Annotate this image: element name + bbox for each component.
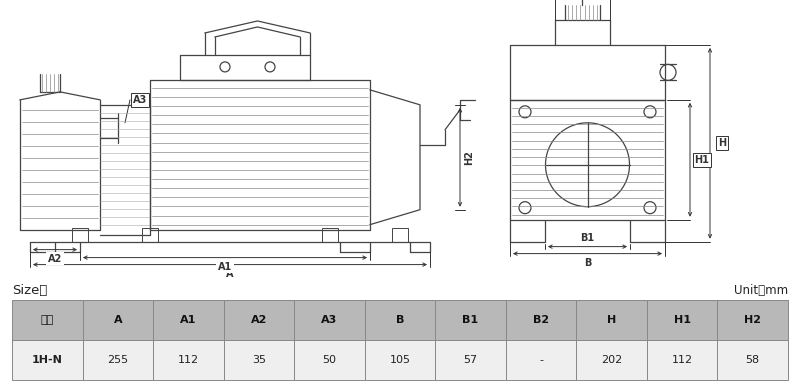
Bar [718, 300, 788, 340]
Text: Size：: Size： [12, 284, 47, 297]
Text: H2: H2 [464, 150, 474, 165]
Text: A2: A2 [250, 315, 267, 325]
Bar [12, 300, 82, 340]
Bar [576, 300, 647, 340]
Bar [322, 228, 338, 242]
Text: H2: H2 [744, 315, 762, 325]
Bar [506, 340, 576, 380]
Text: 35: 35 [252, 355, 266, 365]
Text: B: B [584, 258, 591, 267]
Bar [153, 340, 224, 380]
Bar [294, 340, 365, 380]
Text: 58: 58 [746, 355, 760, 365]
Bar [392, 228, 408, 242]
Text: H: H [718, 138, 726, 148]
Text: H1: H1 [674, 315, 690, 325]
Text: B2: B2 [533, 315, 549, 325]
Bar [224, 340, 294, 380]
Text: A1: A1 [218, 262, 232, 272]
Circle shape [519, 202, 531, 213]
Circle shape [644, 202, 656, 213]
Bar [365, 340, 435, 380]
Text: B1: B1 [581, 233, 594, 243]
Text: -: - [539, 355, 543, 365]
Bar [224, 300, 294, 340]
Text: 型号: 型号 [41, 315, 54, 325]
Text: 112: 112 [178, 355, 199, 365]
Text: A3: A3 [133, 95, 147, 105]
Bar [294, 300, 365, 340]
Bar [82, 300, 153, 340]
Bar [153, 300, 224, 340]
Bar [72, 228, 88, 242]
Text: A: A [226, 269, 234, 278]
Text: 112: 112 [672, 355, 693, 365]
Text: 50: 50 [322, 355, 337, 365]
Text: A3: A3 [322, 315, 338, 325]
Text: A2: A2 [48, 254, 62, 264]
Bar [82, 340, 153, 380]
Text: 255: 255 [107, 355, 128, 365]
Circle shape [519, 106, 531, 118]
Text: H1: H1 [694, 155, 710, 165]
Bar [647, 300, 718, 340]
Text: 105: 105 [390, 355, 410, 365]
Bar [718, 340, 788, 380]
Text: B: B [396, 315, 404, 325]
Bar [647, 340, 718, 380]
Bar [435, 340, 506, 380]
Bar [435, 300, 506, 340]
Bar [576, 340, 647, 380]
Circle shape [644, 106, 656, 118]
Text: H: H [607, 315, 616, 325]
Text: 202: 202 [601, 355, 622, 365]
Text: 1H-N: 1H-N [32, 355, 62, 365]
Text: B1: B1 [462, 315, 478, 325]
Bar [506, 300, 576, 340]
Bar [12, 340, 82, 380]
Bar [142, 228, 158, 242]
Text: Unit：mm: Unit：mm [734, 284, 788, 297]
Bar [365, 300, 435, 340]
Text: A1: A1 [180, 315, 197, 325]
Text: 57: 57 [463, 355, 478, 365]
Text: A: A [114, 315, 122, 325]
